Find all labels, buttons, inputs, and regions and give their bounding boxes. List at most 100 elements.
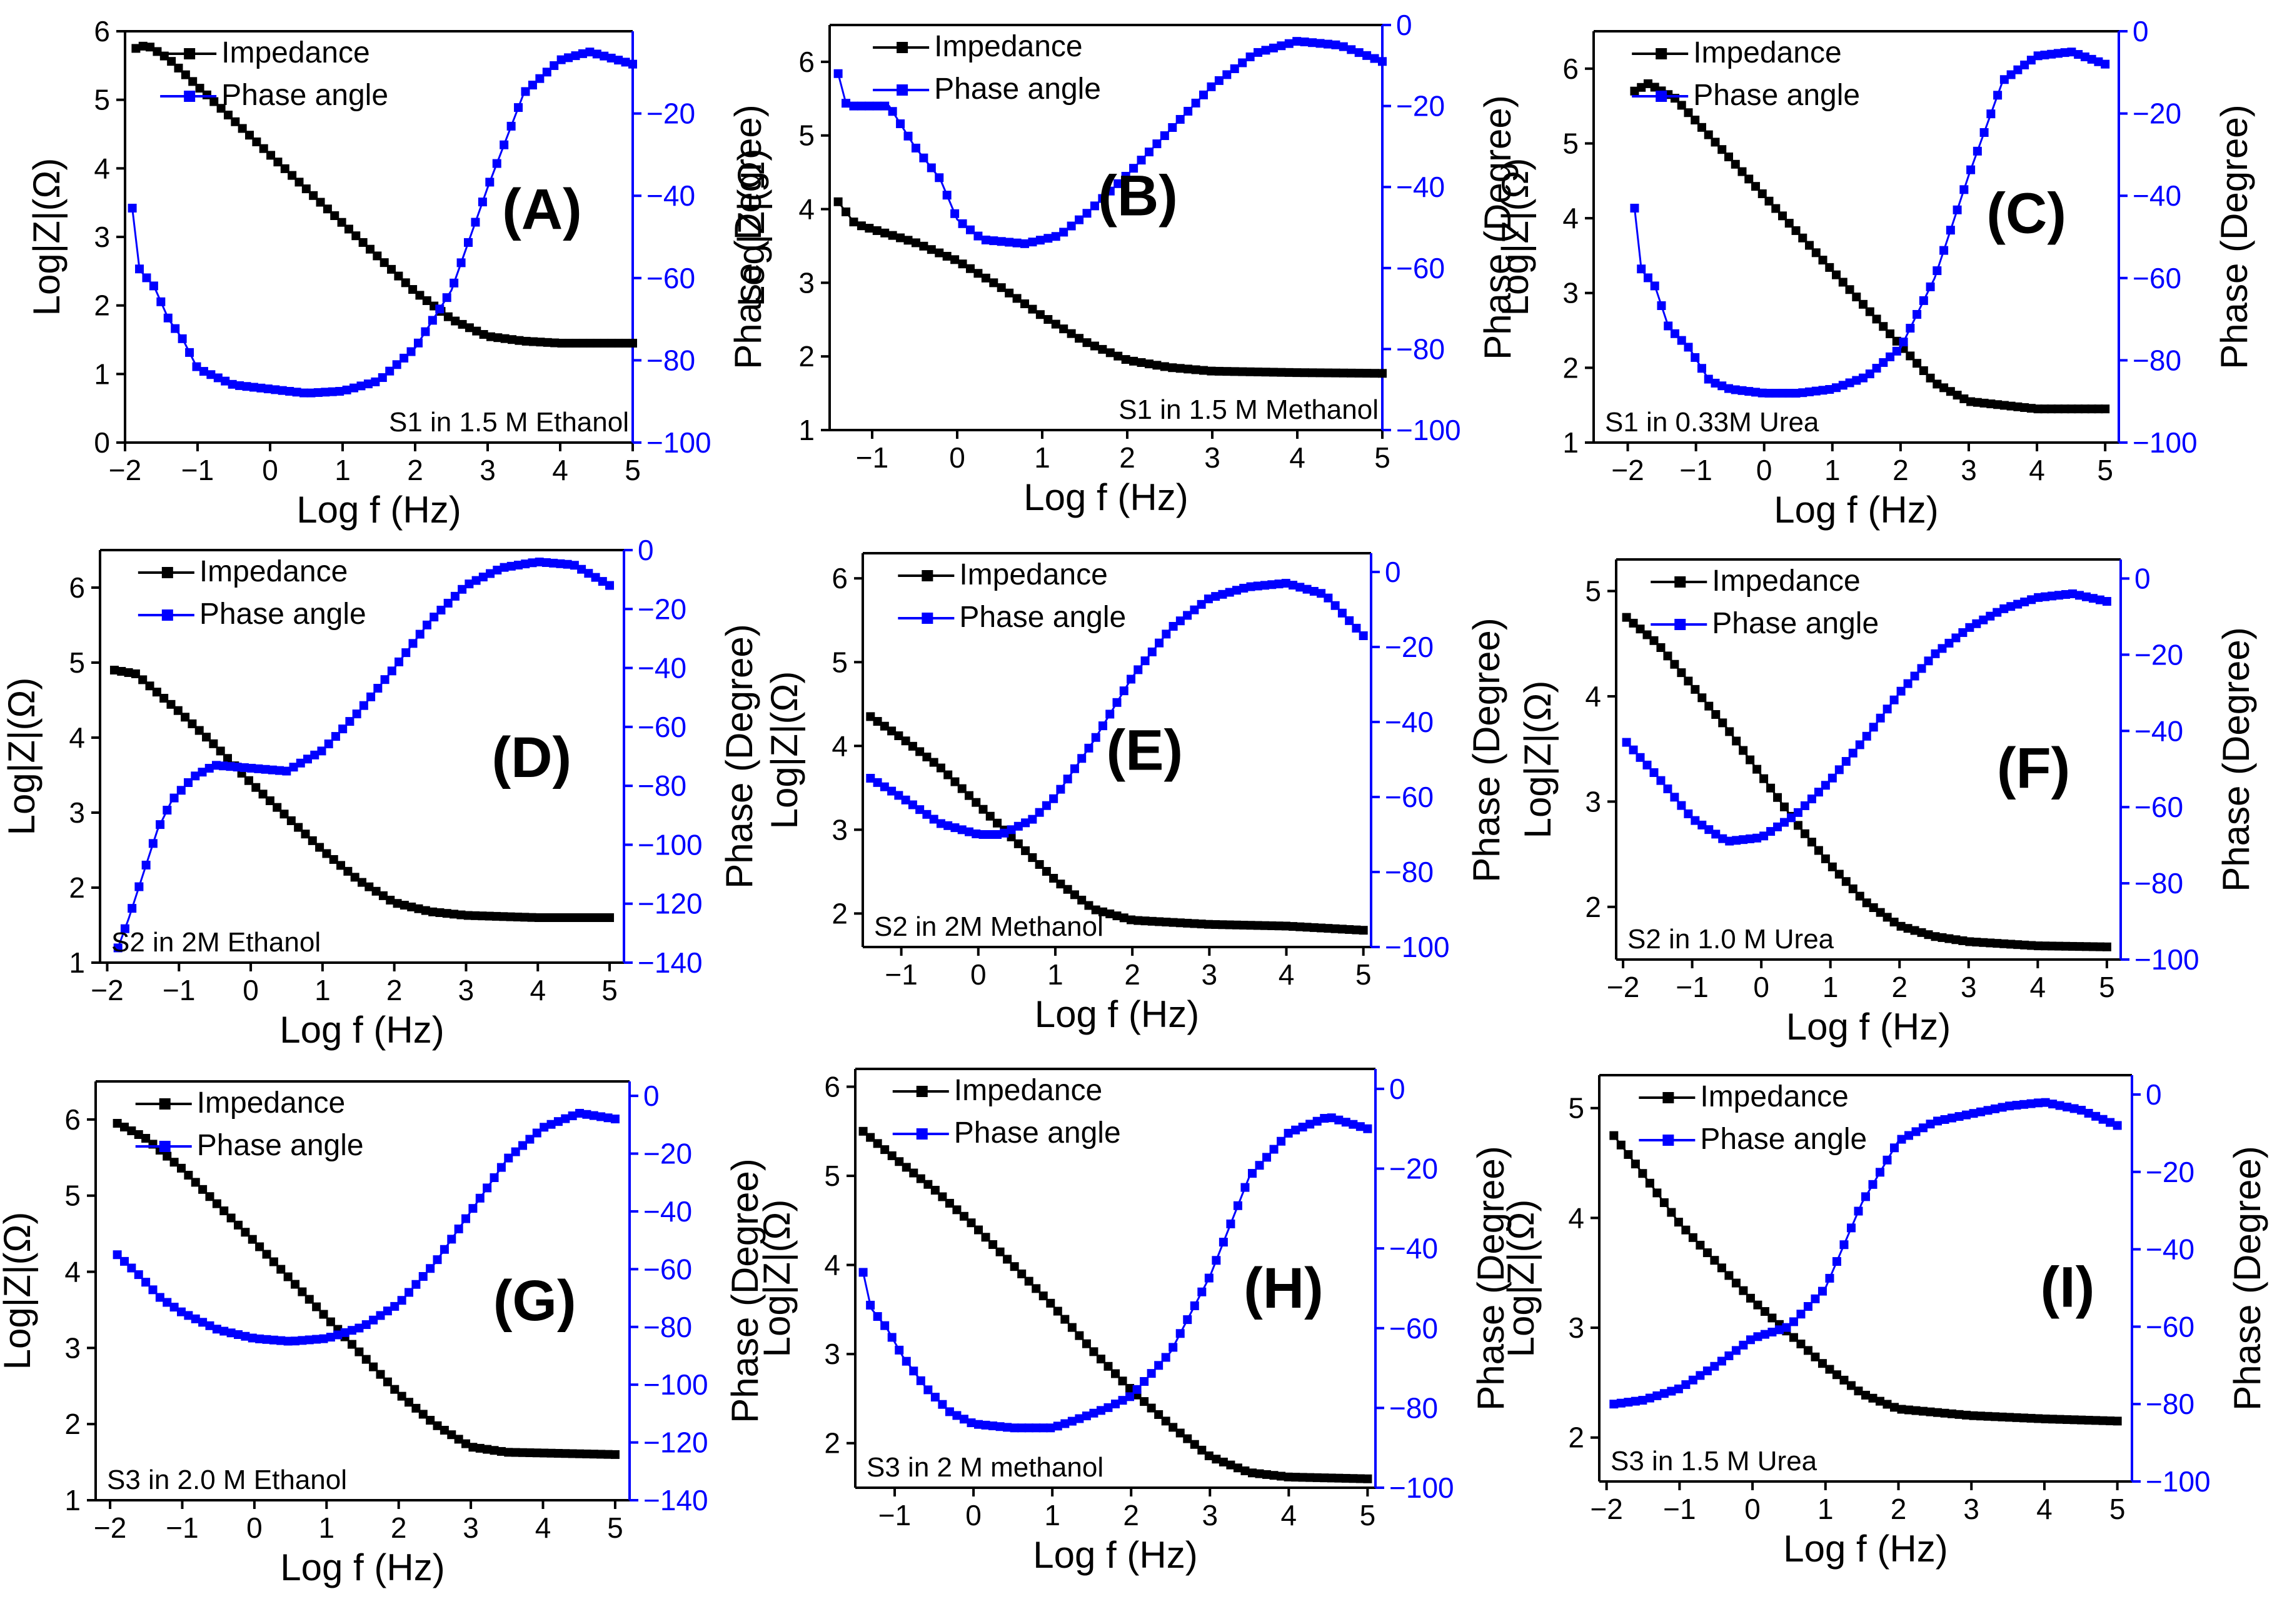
data-point	[383, 1306, 392, 1316]
data-point	[1800, 829, 1809, 838]
data-point	[857, 221, 866, 231]
data-point	[483, 1183, 492, 1193]
data-point	[1112, 698, 1122, 707]
data-point	[2040, 50, 2049, 59]
data-point	[1090, 201, 1099, 211]
data-point	[916, 1376, 925, 1385]
data-point	[401, 278, 410, 288]
data-point	[1854, 1206, 1863, 1216]
y2-tick-label: 0	[643, 1080, 660, 1112]
data-point	[1334, 1473, 1344, 1483]
y2-tick-label: −20	[2133, 98, 2181, 130]
data-point	[1013, 821, 1023, 831]
legend-swatch-marker	[159, 1098, 171, 1110]
data-point	[319, 1310, 328, 1319]
y-tick-label: 3	[94, 221, 110, 253]
data-point	[1160, 131, 1169, 141]
data-point	[1746, 1335, 1755, 1345]
data-point	[1162, 629, 1171, 639]
data-point	[1938, 933, 1947, 942]
data-point	[506, 912, 515, 921]
data-point	[542, 68, 551, 77]
data-point	[376, 1370, 385, 1379]
data-point	[333, 1330, 343, 1340]
data-point	[1684, 676, 1693, 686]
data-point	[880, 228, 890, 238]
data-point	[1059, 324, 1068, 334]
data-point	[2080, 52, 2089, 61]
data-point	[202, 733, 211, 742]
data-point	[1724, 384, 1733, 393]
data-point	[1269, 1471, 1279, 1480]
data-point	[985, 830, 995, 839]
data-point	[1354, 368, 1364, 378]
data-point	[1865, 307, 1874, 316]
data-point	[1774, 1325, 1784, 1335]
data-point	[393, 899, 402, 908]
legend-swatch-marker	[1656, 48, 1667, 59]
data-point	[1284, 39, 1294, 48]
data-point	[1305, 1473, 1315, 1482]
data-point	[1798, 233, 1807, 243]
data-point	[1991, 1104, 2000, 1113]
data-point	[1681, 1380, 1691, 1390]
data-point	[2006, 940, 2016, 949]
data-point	[113, 1250, 122, 1260]
data-point	[1175, 1329, 1185, 1338]
data-point	[563, 913, 572, 922]
y2-tick-label: −20	[1396, 90, 1445, 123]
data-point	[950, 777, 960, 786]
data-point	[610, 1450, 620, 1459]
x-tick-label: 1	[1822, 971, 1839, 1003]
data-point	[1269, 368, 1278, 377]
y2-tick-label: −80	[1389, 1391, 1438, 1424]
data-point	[514, 103, 523, 113]
data-point	[1622, 613, 1631, 622]
data-point	[2113, 1121, 2122, 1130]
data-point	[1240, 1183, 1250, 1192]
data-point	[463, 911, 473, 920]
data-point	[1731, 385, 1740, 394]
data-point	[152, 688, 161, 697]
data-point	[1317, 923, 1326, 933]
data-point	[1060, 1315, 1070, 1324]
data-point	[1007, 825, 1016, 835]
data-point	[359, 701, 368, 710]
data-point	[1818, 386, 1827, 395]
data-point	[927, 163, 936, 173]
data-point	[350, 873, 359, 882]
data-point	[456, 258, 466, 268]
data-point	[556, 55, 566, 64]
data-point	[1219, 1238, 1228, 1247]
data-point	[1225, 920, 1234, 930]
data-point	[529, 337, 538, 346]
data-point	[1674, 1218, 1683, 1227]
data-point	[887, 1151, 897, 1160]
data-point	[1926, 373, 1935, 383]
y-tick-label: 3	[1568, 1311, 1584, 1344]
data-point	[518, 1141, 528, 1150]
data-point	[1274, 921, 1284, 931]
data-point	[1317, 589, 1326, 598]
data-point	[204, 764, 214, 773]
data-point	[2027, 595, 2036, 604]
data-point	[950, 209, 960, 218]
data-point	[866, 1133, 875, 1142]
data-point	[2041, 592, 2050, 601]
data-point	[188, 719, 197, 728]
data-point	[1013, 839, 1023, 848]
panel-label: (G)	[493, 1269, 576, 1333]
data-point	[2048, 1415, 2058, 1424]
data-point	[1337, 608, 1347, 618]
data-point	[1710, 1361, 1719, 1371]
data-point	[471, 218, 480, 227]
data-point	[1814, 846, 1823, 855]
y-axis-title: Log|Z|(Ω)	[730, 149, 772, 307]
data-point	[896, 233, 905, 243]
data-point	[385, 366, 395, 376]
data-point	[935, 173, 944, 183]
data-point	[942, 191, 952, 200]
data-point	[1744, 387, 1754, 396]
data-point	[553, 1117, 563, 1126]
